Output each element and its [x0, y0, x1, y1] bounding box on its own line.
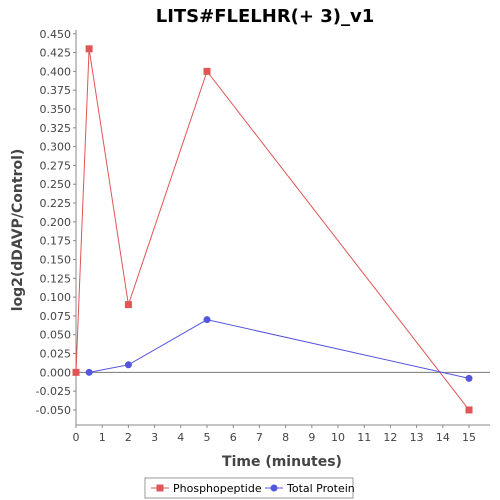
y-tick-label: 0.300 [40, 141, 72, 154]
legend-marker-2 [270, 484, 278, 492]
series-point-2 [465, 374, 473, 382]
x-tick-label: 7 [256, 431, 263, 444]
y-tick-label: 0.325 [40, 122, 72, 135]
y-tick-label: -0.025 [36, 385, 71, 398]
y-tick-label: 0.225 [40, 197, 72, 210]
series-point-2 [85, 368, 93, 376]
x-tick-label: 15 [462, 431, 476, 444]
y-tick-label: 0.075 [40, 310, 72, 323]
plot-background [76, 30, 490, 425]
x-axis-label: Time (minutes) [222, 454, 342, 470]
y-tick-label: 0.200 [40, 216, 72, 229]
legend: Phosphopeptide Total Protein [144, 477, 355, 499]
y-tick-label: 0.250 [40, 178, 72, 191]
series-point-1 [72, 368, 80, 376]
x-tick-label: 4 [177, 431, 184, 444]
series-point-1 [465, 406, 473, 414]
x-tick-label: 2 [125, 431, 132, 444]
y-tick-label: 0.425 [40, 47, 72, 60]
x-tick-label: 11 [357, 431, 371, 444]
x-tick-label: 0 [73, 431, 80, 444]
x-tick-label: 8 [282, 431, 289, 444]
series-point-2 [203, 316, 211, 324]
y-tick-label: 0.100 [40, 291, 72, 304]
x-tick-label: 10 [331, 431, 345, 444]
y-tick-label: 0.375 [40, 84, 72, 97]
plot-area: -0.050 -0.025 0.000 0.025 0.050 0.075 0.100 0.1… [36, 28, 490, 444]
y-tick-label: 0.025 [40, 348, 72, 361]
x-tick-label: 14 [436, 431, 450, 444]
series-point-1 [124, 301, 132, 309]
y-tick-label: 0.275 [40, 159, 72, 172]
x-tick-label: 1 [99, 431, 106, 444]
y-tick-label: 0.000 [40, 366, 72, 379]
series-line-2 [89, 319, 470, 379]
y-tick-label: 0.050 [40, 329, 72, 342]
x-tick-label: 13 [410, 431, 424, 444]
series-point-1 [85, 45, 93, 53]
y-tick-label: 0.125 [40, 272, 72, 285]
x-tick-label: 12 [383, 431, 397, 444]
y-axis-label: log2(dDAVP/Control) [10, 149, 26, 312]
legend-box [144, 477, 354, 499]
y-tick-label: 0.150 [40, 253, 72, 266]
y-tick-label: 0.450 [40, 28, 72, 41]
y-tick-label: -0.050 [36, 404, 71, 417]
x-tick-label: 3 [151, 431, 158, 444]
y-tick-label: 0.350 [40, 103, 72, 116]
legend-label-1: Phosphopeptide [173, 482, 262, 495]
x-tick-label: 6 [230, 431, 237, 444]
series-point-1 [203, 67, 211, 75]
y-tick-label: 0.400 [40, 65, 72, 78]
x-tick-label: 9 [308, 431, 315, 444]
x-tick-label: 5 [204, 431, 211, 444]
y-tick-label: 0.175 [40, 235, 72, 248]
legend-label-2: Total Protein [286, 482, 355, 495]
chart-title: LITS#FLELHR(+ 3)_v1 [156, 6, 375, 27]
legend-marker-1 [156, 484, 164, 492]
series-point-2 [124, 361, 132, 369]
